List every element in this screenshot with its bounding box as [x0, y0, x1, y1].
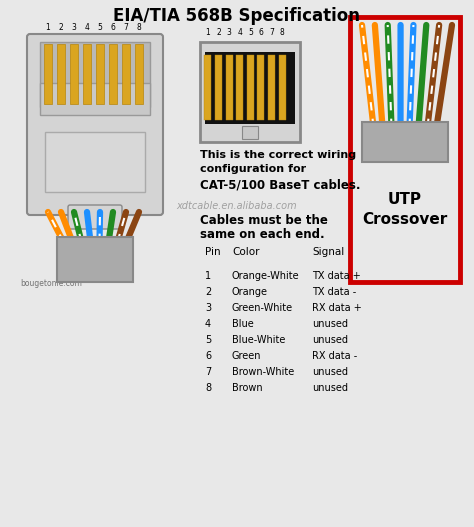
Text: RX data +: RX data + [312, 303, 362, 313]
Bar [226, 55, 233, 120]
Text: 7: 7 [269, 28, 274, 37]
Text: Green: Green [232, 351, 262, 361]
Text: Crossover: Crossover [363, 212, 447, 227]
Text: Blue-White: Blue-White [232, 335, 285, 345]
Text: configuration for: configuration for [200, 164, 306, 174]
Bar [57, 237, 133, 282]
Bar [57, 44, 65, 104]
Text: xdtcable.en.alibaba.com: xdtcable.en.alibaba.com [177, 201, 297, 211]
Text: 3: 3 [227, 28, 232, 37]
Text: unused: unused [312, 383, 348, 393]
Text: EIA/TIA 568B Specification: EIA/TIA 568B Specification [113, 7, 361, 25]
Text: unused: unused [312, 319, 348, 329]
Bar [204, 55, 211, 120]
Bar [83, 44, 91, 104]
Text: 2: 2 [205, 287, 211, 297]
Bar [268, 55, 275, 120]
Text: Color: Color [232, 247, 259, 257]
Text: 7: 7 [205, 367, 211, 377]
Bar [96, 44, 104, 104]
Bar [40, 42, 150, 107]
Text: 8: 8 [280, 28, 284, 37]
Bar [70, 44, 78, 104]
Text: 6: 6 [205, 351, 211, 361]
Bar [45, 132, 145, 192]
Bar [242, 126, 258, 139]
Text: 3: 3 [205, 303, 211, 313]
Text: This is the correct wiring: This is the correct wiring [200, 150, 356, 160]
Text: 8: 8 [137, 23, 141, 32]
Text: Brown: Brown [232, 383, 263, 393]
Text: Orange: Orange [232, 287, 268, 297]
Bar [279, 55, 286, 120]
Text: 8: 8 [205, 383, 211, 393]
Text: TX data +: TX data + [312, 271, 361, 281]
Text: 4: 4 [84, 23, 90, 32]
Text: 1: 1 [46, 23, 50, 32]
Bar [257, 55, 264, 120]
Text: Cables must be the: Cables must be the [200, 214, 328, 227]
Bar [135, 44, 143, 104]
Bar [122, 44, 130, 104]
Text: Pin: Pin [205, 247, 220, 257]
Text: 1: 1 [205, 271, 211, 281]
Text: Green-White: Green-White [232, 303, 293, 313]
Text: 7: 7 [124, 23, 128, 32]
Text: unused: unused [312, 335, 348, 345]
FancyBboxPatch shape [27, 34, 163, 215]
Bar [350, 17, 460, 282]
Text: 6: 6 [258, 28, 264, 37]
Text: Orange-White: Orange-White [232, 271, 300, 281]
Text: 3: 3 [72, 23, 76, 32]
Bar [44, 44, 52, 104]
Text: 6: 6 [110, 23, 116, 32]
Text: unused: unused [312, 367, 348, 377]
FancyBboxPatch shape [68, 205, 122, 229]
Text: 2: 2 [59, 23, 64, 32]
Text: 5: 5 [248, 28, 253, 37]
Text: 4: 4 [205, 319, 211, 329]
Bar [40, 83, 150, 115]
Text: 1: 1 [206, 28, 210, 37]
Text: bougetonie.com: bougetonie.com [20, 279, 82, 288]
Text: TX data -: TX data - [312, 287, 356, 297]
Bar [109, 44, 117, 104]
Bar [200, 42, 300, 142]
Text: Blue: Blue [232, 319, 254, 329]
Text: UTP: UTP [388, 192, 422, 207]
Text: CAT-5/100 BaseT cables.: CAT-5/100 BaseT cables. [200, 178, 361, 191]
Bar [215, 55, 222, 120]
Bar [362, 122, 448, 162]
Text: 2: 2 [216, 28, 221, 37]
Bar [205, 52, 295, 124]
Text: Brown-White: Brown-White [232, 367, 294, 377]
Text: 5: 5 [205, 335, 211, 345]
Bar [237, 55, 243, 120]
Text: same on each end.: same on each end. [200, 228, 325, 241]
Text: RX data -: RX data - [312, 351, 357, 361]
Text: Signal: Signal [312, 247, 344, 257]
Bar [247, 55, 254, 120]
Text: 5: 5 [98, 23, 102, 32]
Text: 4: 4 [237, 28, 242, 37]
